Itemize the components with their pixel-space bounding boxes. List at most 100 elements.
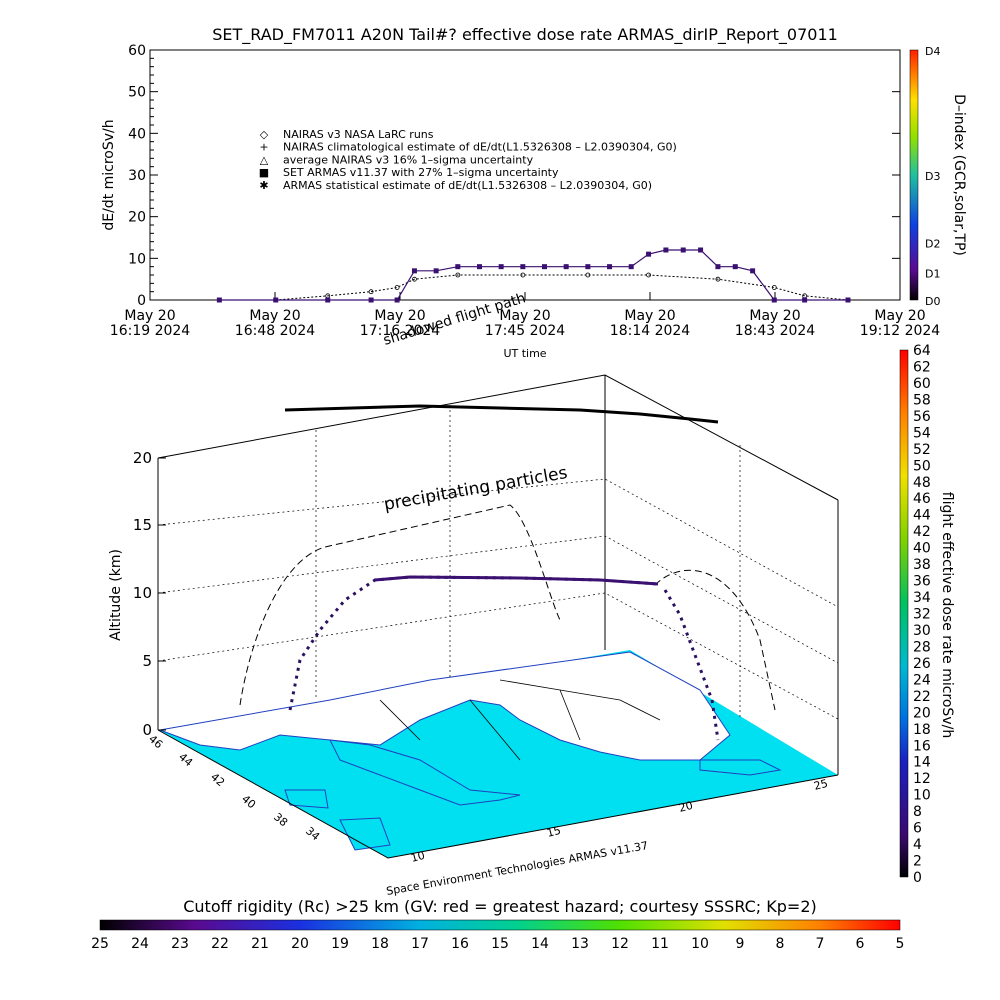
rigidity-colorbar-tick-label: 11: [651, 936, 669, 952]
scene-z-tick-label: 20: [133, 449, 152, 467]
dose-colorbar-tick-label: 36: [913, 574, 931, 590]
chart-title: SET_RAD_FM7011 A20N Tail#? effective dos…: [212, 25, 838, 45]
nairas-point: [771, 285, 777, 290]
nairas-point: [715, 276, 721, 282]
top-x-tick-date: May 20: [499, 308, 550, 324]
rigidity-colorbar-tick-label: 19: [331, 936, 349, 952]
top-x-tick-time: 17:45 2024: [485, 323, 566, 339]
precipitating-particles-field: [150, 370, 850, 570]
map-sicily: [339, 817, 391, 851]
rigidity-colorbar-tick-label: 7: [816, 936, 825, 952]
dose-colorbar-tick-label: 64: [913, 343, 931, 359]
rigidity-colorbar-tick-label: 15: [491, 936, 509, 952]
dose-colorbar-ticks: 0246810121416182022242628303234363840424…: [913, 343, 931, 886]
dose-colorbar-tick-label: 38: [913, 557, 931, 573]
legend-symbol: +: [259, 141, 268, 154]
scene-z-tick-label: 10: [133, 584, 152, 602]
nairas-line: [219, 274, 849, 301]
shadowed-flight-path: [239, 504, 776, 711]
armas-point: [433, 268, 439, 274]
nairas-point: [520, 272, 526, 278]
armas-point: [455, 264, 461, 270]
scene-lat-tick-label: 34: [303, 824, 322, 843]
dose-colorbar-tick-label: 6: [913, 821, 922, 837]
dose-colorbar-tick-label: 8: [913, 804, 922, 820]
rigidity-colorbar-tick-label: 17: [411, 936, 429, 952]
top-y-tick-label: 10: [128, 251, 146, 267]
rigidity-colorbar-label: Cutoff rigidity (Rc) >25 km (GV: red = g…: [183, 897, 817, 916]
rigidity-colorbar-tick-label: 10: [691, 936, 709, 952]
dose-colorbar-tick-label: 52: [913, 442, 931, 458]
legend-label: NAIRAS climatological estimate of dE/dt(…: [283, 141, 677, 154]
top-y-tick-label: 60: [128, 43, 146, 59]
scene-lat-tick-label: 44: [176, 750, 195, 769]
d-index-tick-label: D1: [925, 268, 940, 281]
d-index-tick-label: D4: [925, 45, 940, 58]
scene-zlabel: Altitude (km): [108, 549, 124, 641]
top-y-tick-label: 40: [128, 126, 146, 142]
top-y-ticks: 0 10 20 30 40 50 60: [128, 43, 900, 309]
dose-colorbar-tick-label: 26: [913, 656, 931, 672]
legend-label: NAIRAS v3 NASA LaRC runs: [283, 128, 434, 141]
armas-point: [273, 297, 279, 303]
top-x-tick-date: May 20: [749, 308, 800, 324]
armas-point: [715, 264, 721, 270]
dose-colorbar-tick-label: 32: [913, 607, 931, 623]
rigidity-colorbar-tick-label: 22: [211, 936, 229, 952]
rigidity-colorbar-tick-label: 24: [131, 936, 149, 952]
armas-point: [563, 264, 569, 270]
top-x-tick-time: 18:43 2024: [735, 323, 816, 339]
dose-colorbar-tick-label: 34: [913, 590, 931, 606]
armas-point: [216, 297, 222, 303]
dose-colorbar-tick-label: 56: [913, 409, 931, 425]
scene-lon-tick-label: 15: [545, 824, 562, 840]
rigidity-colorbar-tick-label: 18: [371, 936, 389, 952]
flight-profile-cruise: [374, 575, 659, 586]
rigidity-colorbar-tick-label: 20: [291, 936, 309, 952]
armas-point: [325, 297, 331, 303]
rigidity-colorbar-tick-label: 21: [251, 936, 269, 952]
dose-colorbar-tick-label: 54: [913, 425, 931, 441]
map-italy: [329, 739, 521, 806]
top-x-tick-date: May 20: [874, 308, 925, 324]
nairas-point: [585, 272, 591, 278]
top-legend: ◇ NAIRAS v3 NASA LaRC runs + NAIRAS climato…: [259, 128, 677, 192]
scene-z-tick-label: 0: [142, 721, 152, 739]
dose-colorbar-tick-label: 18: [913, 722, 931, 738]
dose-colorbar-tick-label: 4: [913, 837, 922, 853]
armas-point: [476, 264, 482, 270]
scene-lat-tick-label: 38: [271, 810, 290, 829]
top-x-tick-time: 17:16 2024: [360, 323, 441, 339]
scene-z-tick-label: 5: [142, 652, 152, 670]
top-y-tick-label: 20: [128, 210, 146, 226]
dose-colorbar-tick-label: 0: [913, 870, 922, 886]
scene-z-tick-label: 15: [133, 516, 152, 534]
scene-lon-tick-label: 25: [812, 777, 829, 793]
flight-path-altitude: [284, 404, 719, 424]
armas-point: [845, 297, 851, 303]
map-greece: [699, 759, 782, 776]
rigidity-colorbar-tick-label: 25: [91, 936, 109, 952]
d-index-tick-label: D0: [925, 295, 940, 308]
dose-colorbar-tick-label: 20: [913, 705, 931, 721]
legend-label: average NAIRAS v3 16% 1–sigma uncertaint…: [283, 153, 534, 166]
map-borders: [379, 679, 661, 761]
rigidity-colorbar-tick-label: 6: [856, 936, 865, 952]
armas-point: [663, 247, 669, 253]
d-index-colorbar: [909, 49, 919, 301]
armas-point: [732, 264, 738, 270]
armas-point: [802, 297, 808, 303]
armas-point: [411, 268, 417, 274]
armas-point: [394, 297, 400, 303]
top-x-tick-time: 19:12 2024: [860, 323, 941, 339]
dose-colorbar-tick-label: 60: [913, 376, 931, 392]
top-x-tick-time: 16:19 2024: [110, 323, 191, 339]
d-index-tick-label: D3: [925, 170, 940, 183]
dose-colorbar-tick-label: 48: [913, 475, 931, 491]
top-x-tick-date: May 20: [124, 308, 175, 324]
armas-point: [498, 264, 504, 270]
dose-colorbar-tick-label: 30: [913, 623, 931, 639]
